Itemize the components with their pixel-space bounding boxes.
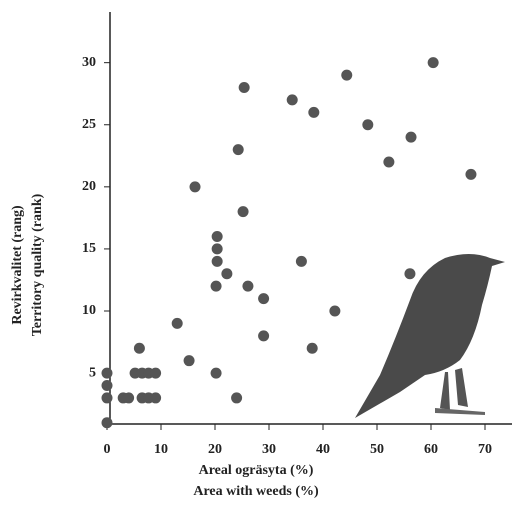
y-tick-label: 30 xyxy=(82,55,96,70)
y-axis-label: Revirkvalitet (rang) xyxy=(10,205,25,325)
x-tick-label: 40 xyxy=(316,442,330,457)
y-tick-label: 15 xyxy=(82,241,96,256)
x-tick-label: 20 xyxy=(208,442,222,457)
point xyxy=(238,82,250,94)
point xyxy=(427,57,439,69)
point xyxy=(221,268,233,280)
y-tick-label: 25 xyxy=(82,117,96,132)
y-tick-label: 10 xyxy=(82,303,96,318)
point xyxy=(258,293,270,305)
point xyxy=(306,342,318,354)
point xyxy=(465,168,477,180)
point xyxy=(341,69,353,81)
point xyxy=(383,156,395,168)
x-tick-label: 70 xyxy=(478,442,492,457)
x-tick-label: 60 xyxy=(424,442,438,457)
point xyxy=(231,392,243,404)
point xyxy=(242,280,254,292)
point xyxy=(210,280,222,292)
point xyxy=(101,367,113,379)
point xyxy=(123,392,135,404)
x-tick-label: 50 xyxy=(370,442,384,457)
point xyxy=(211,255,223,267)
x-tick-label: 0 xyxy=(104,442,111,457)
point xyxy=(405,131,417,143)
x-tick-label: 10 xyxy=(154,442,168,457)
point xyxy=(211,243,223,255)
point xyxy=(232,144,244,156)
x-axis-label: Areal ogräsyta (%) xyxy=(199,463,314,478)
point xyxy=(133,342,145,354)
point xyxy=(329,305,341,317)
point xyxy=(150,367,162,379)
point xyxy=(286,94,298,106)
point xyxy=(211,231,223,243)
y-tick-label: 20 xyxy=(82,179,96,194)
point xyxy=(101,392,113,404)
bird xyxy=(355,254,505,418)
y-tick-label: 5 xyxy=(89,365,96,380)
point xyxy=(308,106,320,118)
point xyxy=(362,119,374,131)
x-axis-label: Area with weeds (%) xyxy=(193,484,319,499)
y-axis-label: Territory quality (rank) xyxy=(30,193,45,336)
point xyxy=(101,380,113,392)
point xyxy=(295,255,307,267)
point xyxy=(171,317,183,329)
point xyxy=(404,268,416,280)
point xyxy=(101,417,113,429)
point xyxy=(210,367,222,379)
point xyxy=(237,206,249,218)
point xyxy=(189,181,201,193)
x-tick-label: 30 xyxy=(262,442,276,457)
point xyxy=(183,355,195,367)
point xyxy=(258,330,270,342)
point xyxy=(150,392,162,404)
